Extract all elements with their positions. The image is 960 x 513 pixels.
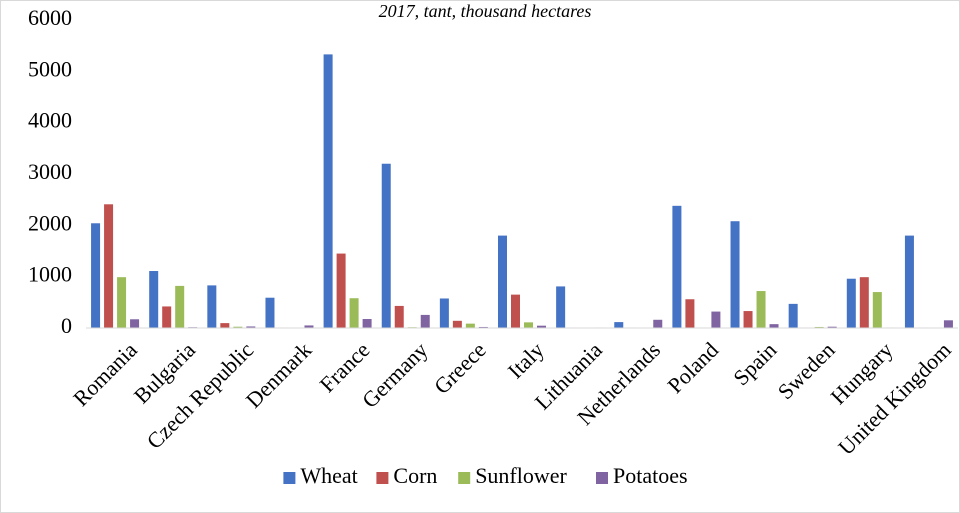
bar-corn [685,299,695,328]
bar-group [323,54,372,328]
y-tick-label: 5000 [28,56,72,81]
legend-swatch [596,472,608,484]
legend-label: Potatoes [613,463,688,488]
bar-wheat [207,285,217,328]
bar-sunflower [175,285,185,328]
chart-title: 2017, tant, thousand hectares [379,1,592,21]
legend-item: Corn [376,463,437,488]
bar-potatoes [478,326,488,328]
legend-item: Potatoes [596,463,688,488]
bar-potatoes [769,324,779,328]
bar-wheat [614,322,624,328]
legend-label: Corn [393,463,437,488]
bar-corn [220,323,230,328]
bar-corn [162,306,172,328]
legend-item: Sunflower [458,463,568,488]
bar-group [498,235,546,328]
legend-label: Sunflower [475,463,567,488]
bar-wheat [498,235,507,328]
bar-wheat [265,297,275,328]
bar-wheat [730,221,740,328]
bar-wheat [846,278,856,328]
bar-group [91,204,140,328]
bar-sunflower [524,322,533,328]
bar-potatoes [537,325,546,328]
bar-wheat [439,298,449,328]
bar-wheat [904,235,914,328]
bar-potatoes [420,314,430,328]
bar-potatoes [711,311,721,328]
y-tick-label: 3000 [28,159,72,184]
legend-item: Wheat [283,463,358,488]
bar-potatoes [130,319,140,328]
bar-wheat [556,286,566,328]
y-axis: 0 1000 2000 3000 4000 5000 6000 [28,5,72,338]
bar-sunflower [465,323,475,328]
bar-sunflower [872,292,882,328]
bar-wheat [323,54,333,328]
bar-corn [859,277,869,328]
bar-corn [394,305,404,328]
bar-sunflower [756,291,766,328]
bar-corn [743,311,753,328]
y-tick-label: 2000 [28,210,72,235]
legend-label: Wheat [300,463,357,488]
bar-wheat [91,223,101,328]
bar-group [730,221,779,328]
bar-corn [511,294,520,328]
bar-potatoes [827,326,837,328]
bar-sunflower [233,326,243,328]
plot-area [91,54,953,328]
legend-swatch [376,472,389,484]
legend: Wheat Corn Sunflower Potatoes [283,463,688,488]
bar-sunflower [349,298,359,328]
y-tick-label: 4000 [28,108,72,133]
bar-corn [336,253,346,328]
bar-group [207,285,256,328]
bar-potatoes [943,320,953,328]
bar-group [439,298,488,328]
y-tick-label: 0 [61,313,72,338]
bar-wheat [149,271,159,328]
y-tick-label: 1000 [28,262,72,287]
bar-corn [104,204,114,328]
bar-wheat [672,205,682,328]
legend-swatch [283,472,296,484]
bar-potatoes [246,326,256,328]
bar-potatoes [653,319,663,328]
y-tick-label: 6000 [28,5,72,30]
bar-wheat [381,163,391,328]
bar-wheat [788,303,798,328]
bar-potatoes [304,325,314,328]
bar-potatoes [362,319,372,328]
legend-swatch [458,472,471,484]
bar-sunflower [117,277,127,328]
bar-sunflower [814,326,824,328]
bar-corn [452,320,462,328]
